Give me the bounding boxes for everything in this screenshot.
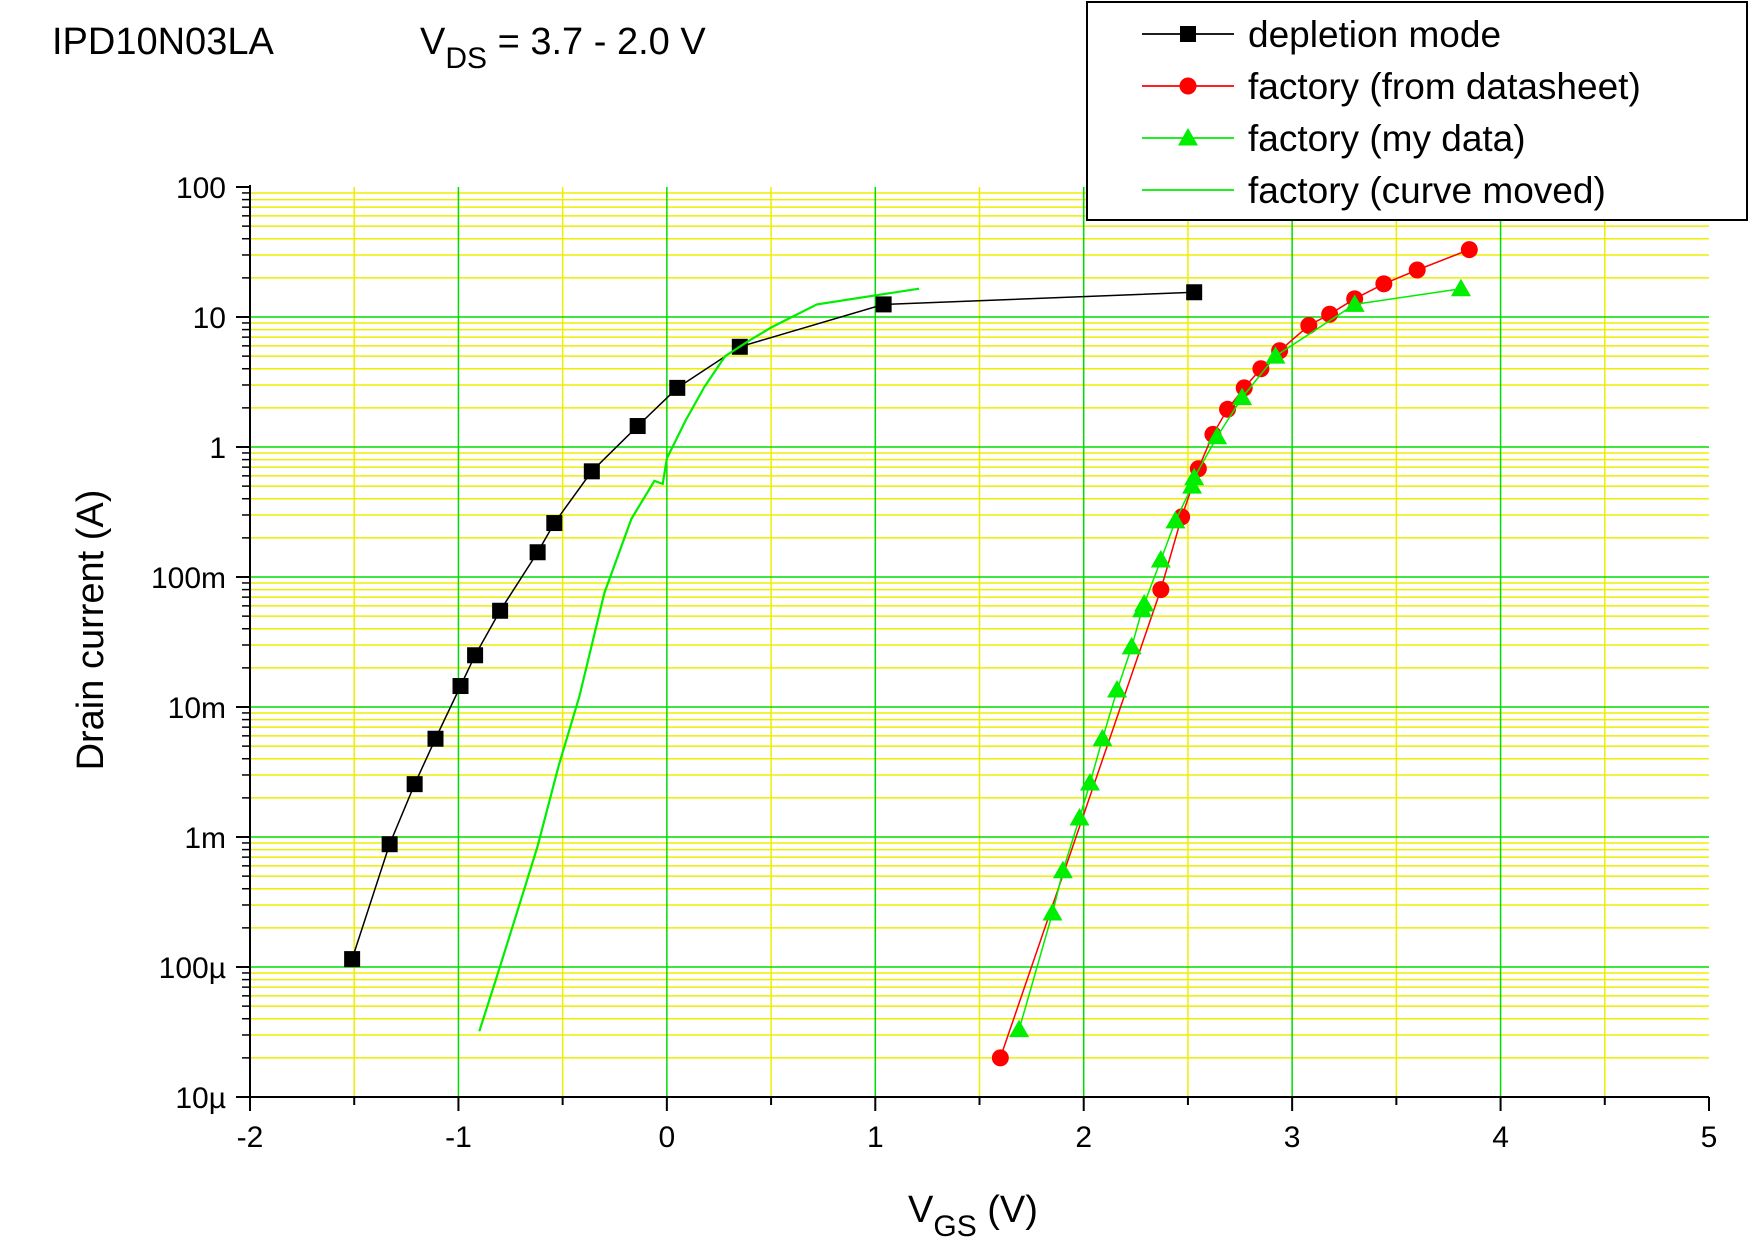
grid xyxy=(250,187,1709,1097)
y-tick-label: 100m xyxy=(151,562,226,595)
data-point xyxy=(452,678,469,695)
data-point xyxy=(1450,278,1471,297)
data-point xyxy=(546,515,563,532)
data-point xyxy=(1344,294,1365,312)
chart-title-vds: VDS = 3.7 - 2.0 V xyxy=(420,21,706,75)
x-tick-label: -1 xyxy=(445,1121,472,1154)
x-tick-label: 3 xyxy=(1284,1121,1301,1154)
data-point xyxy=(1460,241,1478,259)
data-point xyxy=(1252,360,1270,378)
data-point xyxy=(1052,860,1073,879)
legend-marker xyxy=(1180,26,1196,42)
data-point xyxy=(344,951,361,968)
data-point xyxy=(1408,261,1426,279)
data-point xyxy=(467,647,484,664)
y-tick-label: 100 xyxy=(176,172,226,205)
y-tick-label: 1m xyxy=(184,822,226,855)
y-axis-title: Drain current (A) xyxy=(70,490,112,771)
data-point xyxy=(1079,773,1100,791)
y-tick-label: 1 xyxy=(209,432,226,465)
data-point xyxy=(1232,387,1253,406)
data-point xyxy=(1207,426,1228,445)
data-point xyxy=(629,418,646,435)
legend-marker xyxy=(1178,128,1198,146)
legend: depletion mode factory (from datasheet) fa… xyxy=(1086,1,1748,221)
series-my-data xyxy=(1009,278,1471,1038)
y-tick-label: 10 xyxy=(193,302,226,335)
data-point xyxy=(406,776,423,793)
x-tick-label: 5 xyxy=(1701,1121,1718,1154)
data-point xyxy=(381,836,398,853)
data-point xyxy=(991,1049,1009,1067)
data-point xyxy=(1184,467,1205,486)
series-moved xyxy=(478,287,920,1032)
data-point xyxy=(1092,728,1113,747)
data-point xyxy=(1150,550,1171,568)
x-tick-label: 0 xyxy=(659,1121,676,1154)
legend-label: depletion mode xyxy=(1248,14,1501,55)
chart-title-device: IPD10N03LA xyxy=(52,21,274,63)
data-point xyxy=(1165,510,1186,529)
series-line xyxy=(478,287,920,1032)
axes: -2 -1 0 1 2 3 4 5 10µ 100µ 1m 10m 100m 1 10 100 xyxy=(151,172,1717,1154)
series-depletion xyxy=(344,284,1203,968)
data-point xyxy=(669,379,686,396)
data-point xyxy=(492,602,509,619)
x-tick-label: 1 xyxy=(867,1121,884,1154)
data-point xyxy=(875,296,892,313)
data-point xyxy=(1009,1019,1030,1038)
y-tick-label: 10m xyxy=(168,692,226,725)
data-point xyxy=(1069,808,1090,826)
x-tick-label: 4 xyxy=(1492,1121,1509,1154)
legend-label: factory (from datasheet) xyxy=(1248,66,1641,107)
data-point xyxy=(1265,346,1286,364)
data-point xyxy=(1042,903,1063,921)
plot-series xyxy=(344,241,1478,1067)
legend-box xyxy=(1086,1,1748,221)
data-point xyxy=(1300,317,1318,335)
data-point xyxy=(1134,593,1155,612)
legend-label: factory (my data) xyxy=(1248,118,1526,159)
data-point xyxy=(1121,636,1142,655)
legend-marker xyxy=(1179,77,1197,95)
data-point xyxy=(1186,284,1203,301)
legend-label: factory (curve moved) xyxy=(1248,170,1606,211)
x-tick-label: -2 xyxy=(237,1121,264,1154)
data-point xyxy=(1152,581,1170,599)
y-tick-label: 100µ xyxy=(159,952,226,985)
y-tick-label: 10µ xyxy=(175,1082,226,1115)
data-point xyxy=(529,544,546,561)
data-point xyxy=(1107,680,1128,698)
x-axis-title: VGS (V) xyxy=(908,1189,1038,1239)
data-point xyxy=(583,463,600,480)
data-point xyxy=(1375,275,1393,293)
x-tick-label: 2 xyxy=(1075,1121,1092,1154)
data-point xyxy=(427,730,444,747)
